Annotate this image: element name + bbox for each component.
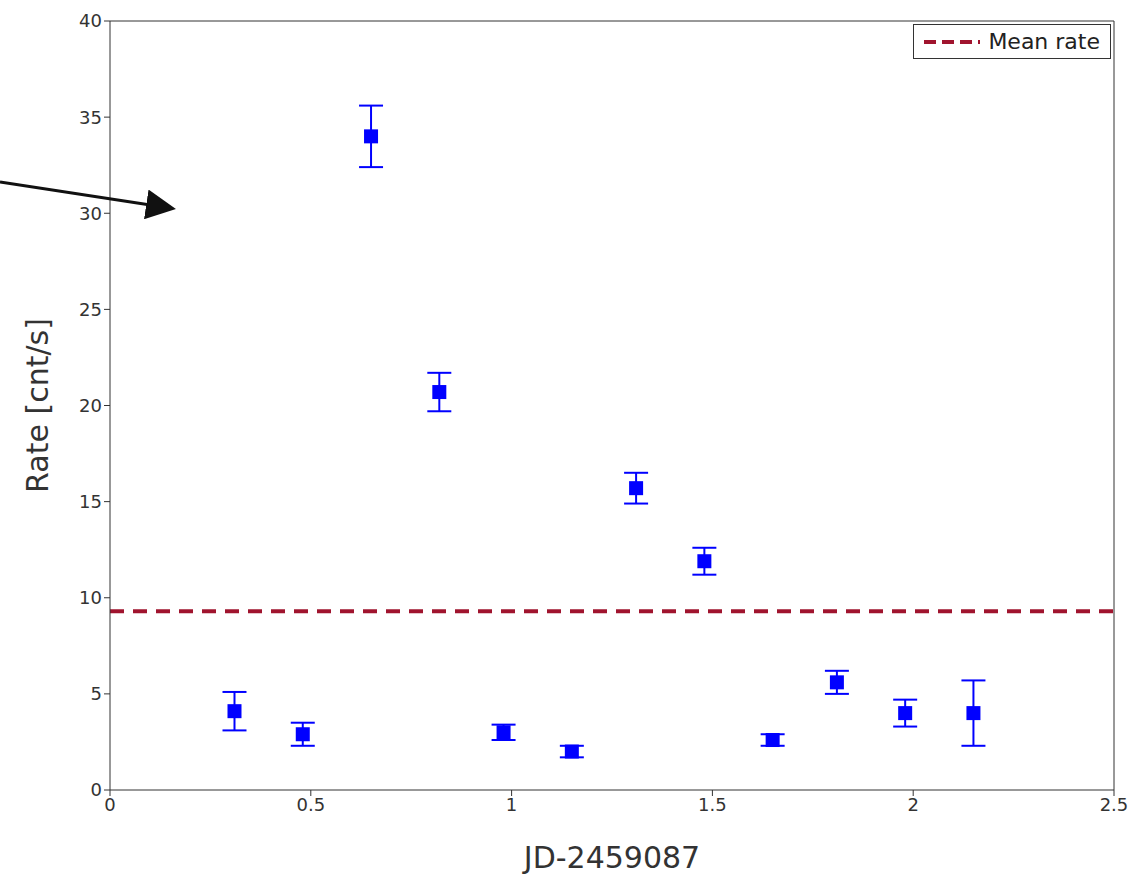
- svg-text:15: 15: [79, 491, 102, 512]
- svg-text:Rate [cnt/s]: Rate [cnt/s]: [20, 318, 55, 493]
- svg-text:30: 30: [79, 203, 102, 224]
- svg-text:25: 25: [79, 299, 102, 320]
- svg-text:20: 20: [79, 395, 102, 416]
- svg-text:10: 10: [79, 587, 102, 608]
- svg-text:0: 0: [91, 779, 102, 800]
- svg-text:40: 40: [79, 10, 102, 31]
- svg-text:1.5: 1.5: [698, 794, 727, 815]
- svg-text:2.5: 2.5: [1100, 794, 1129, 815]
- svg-text:5: 5: [91, 683, 102, 704]
- svg-text:JD-2459087: JD-2459087: [522, 840, 700, 875]
- svg-text:2: 2: [907, 794, 918, 815]
- html-text:Mean rate: Mean rate: [988, 29, 1100, 54]
- svg-text:1: 1: [506, 794, 517, 815]
- svg-text:0: 0: [104, 794, 115, 815]
- svg-text:0.5: 0.5: [296, 794, 325, 815]
- svg-text:35: 35: [79, 107, 102, 128]
